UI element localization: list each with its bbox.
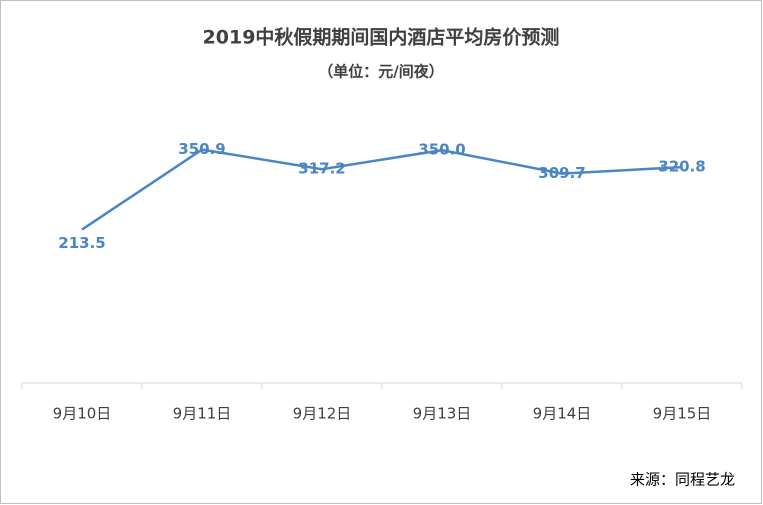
x-tick-label: 9月12日 xyxy=(293,405,352,423)
data-label: 213.5 xyxy=(58,234,105,252)
chart-title: 2019中秋假期期间国内酒店平均房价预测 xyxy=(203,26,560,49)
x-tick-label: 9月10日 xyxy=(53,405,112,423)
data-label: 350.9 xyxy=(178,140,225,158)
x-tick-label: 9月11日 xyxy=(173,405,232,423)
data-label: 309.7 xyxy=(538,164,585,182)
x-tick-label: 9月15日 xyxy=(653,405,712,423)
x-tick-label: 9月14日 xyxy=(533,405,592,423)
data-label: 320.8 xyxy=(658,158,705,176)
x-tick-label: 9月13日 xyxy=(413,405,472,423)
chart-subtitle: （单位：元/间夜） xyxy=(318,63,443,81)
data-line xyxy=(81,148,683,231)
data-label: 350.0 xyxy=(418,141,465,159)
data-label: 317.2 xyxy=(298,160,345,178)
source-note: 来源：同程艺龙 xyxy=(630,471,735,489)
